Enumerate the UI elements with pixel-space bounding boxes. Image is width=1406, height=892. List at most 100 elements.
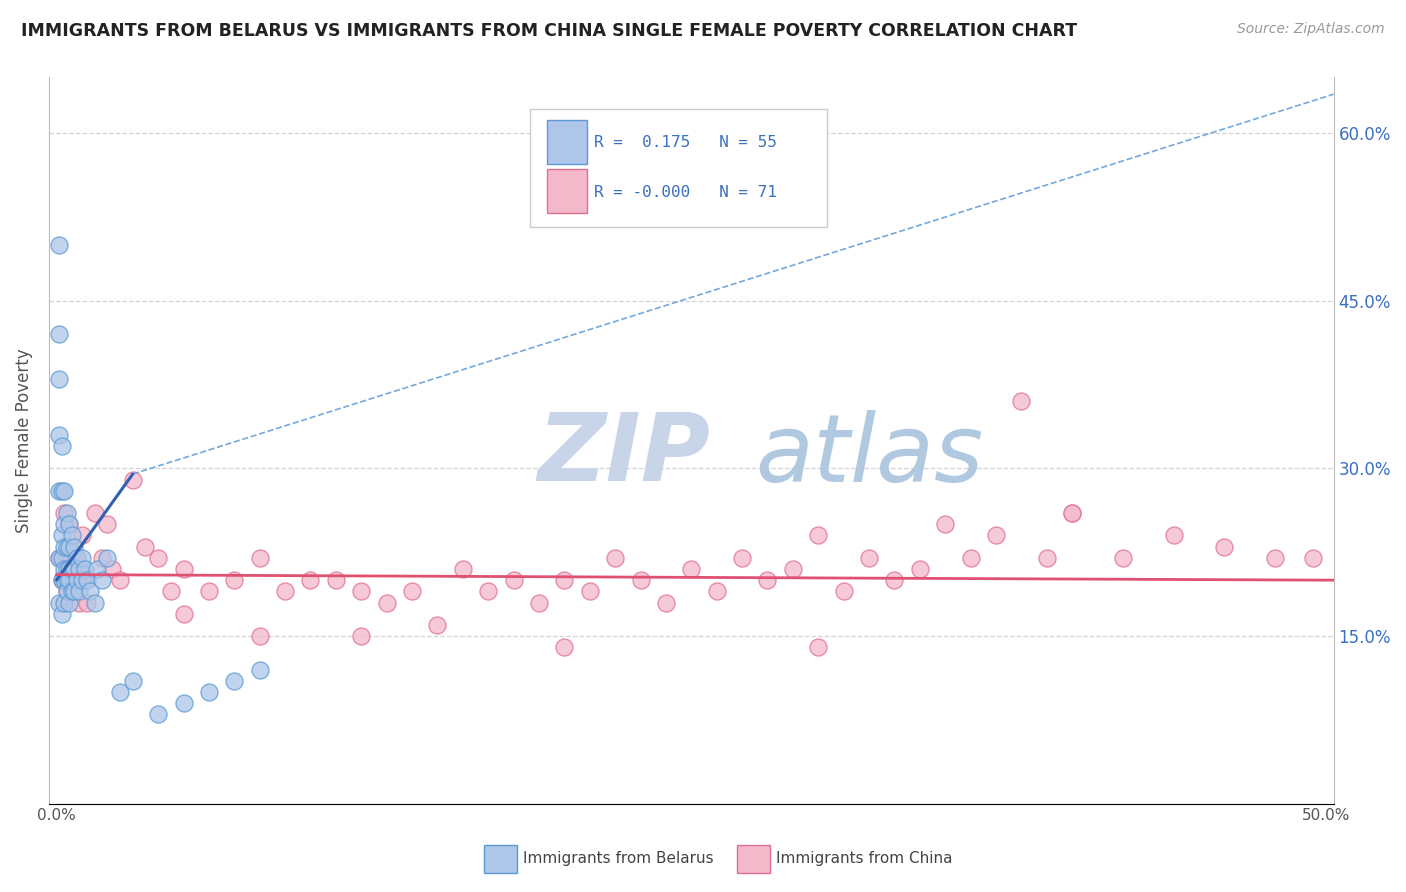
Point	[578, 584, 600, 599]
Point	[249, 663, 271, 677]
Point	[51, 573, 73, 587]
Point	[55, 540, 77, 554]
Text: Source: ZipAtlas.com: Source: ZipAtlas.com	[1237, 22, 1385, 37]
Point	[53, 562, 76, 576]
Point	[630, 573, 652, 587]
Point	[224, 573, 246, 587]
Point	[48, 483, 70, 498]
Point	[60, 528, 83, 542]
Point	[198, 584, 221, 599]
Point	[173, 607, 195, 621]
Text: Immigrants from China: Immigrants from China	[776, 852, 953, 866]
Point	[58, 517, 80, 532]
Point	[63, 562, 86, 576]
Y-axis label: Single Female Poverty: Single Female Poverty	[15, 348, 32, 533]
Point	[502, 573, 524, 587]
Point	[782, 562, 804, 576]
Point	[101, 562, 124, 576]
Point	[173, 696, 195, 710]
Point	[325, 573, 347, 587]
Point	[51, 528, 73, 542]
Point	[48, 550, 70, 565]
Point	[55, 506, 77, 520]
Point	[76, 595, 98, 609]
Point	[58, 562, 80, 576]
Point	[66, 573, 89, 587]
Point	[53, 595, 76, 609]
Point	[58, 540, 80, 554]
Point	[48, 238, 70, 252]
Point	[70, 528, 93, 542]
Point	[58, 595, 80, 609]
Point	[48, 327, 70, 342]
Point	[401, 584, 423, 599]
Point	[959, 550, 981, 565]
Point	[832, 584, 855, 599]
Point	[1302, 550, 1324, 565]
Point	[1264, 550, 1286, 565]
Point	[58, 573, 80, 587]
Point	[224, 673, 246, 688]
Point	[53, 506, 76, 520]
Text: ZIP: ZIP	[537, 409, 710, 501]
Point	[1062, 506, 1084, 520]
Point	[91, 550, 114, 565]
Text: atlas: atlas	[755, 409, 984, 500]
Point	[53, 540, 76, 554]
Point	[350, 584, 373, 599]
Point	[63, 540, 86, 554]
Point	[58, 517, 80, 532]
Point	[53, 483, 76, 498]
Point	[756, 573, 779, 587]
Point	[731, 550, 754, 565]
Point	[1163, 528, 1185, 542]
Text: R = -0.000   N = 71: R = -0.000 N = 71	[593, 185, 776, 200]
Point	[58, 573, 80, 587]
Point	[51, 550, 73, 565]
Point	[60, 562, 83, 576]
Point	[76, 573, 98, 587]
Point	[299, 573, 322, 587]
Point	[249, 629, 271, 643]
Point	[160, 584, 183, 599]
Point	[48, 428, 70, 442]
Point	[121, 673, 143, 688]
Point	[66, 550, 89, 565]
Point	[63, 573, 86, 587]
Point	[53, 573, 76, 587]
Point	[67, 584, 90, 599]
Point	[655, 595, 678, 609]
Point	[55, 562, 77, 576]
Point	[73, 573, 96, 587]
Point	[706, 584, 728, 599]
Point	[681, 562, 703, 576]
Point	[67, 595, 90, 609]
Point	[134, 540, 156, 554]
Point	[108, 685, 131, 699]
Point	[1112, 550, 1135, 565]
Point	[198, 685, 221, 699]
Point	[1010, 394, 1032, 409]
Point	[984, 528, 1007, 542]
Text: R =  0.175   N = 55: R = 0.175 N = 55	[593, 135, 776, 150]
Point	[375, 595, 398, 609]
Point	[350, 629, 373, 643]
Point	[66, 550, 89, 565]
Point	[934, 517, 956, 532]
Point	[451, 562, 474, 576]
Point	[86, 562, 108, 576]
Point	[1213, 540, 1236, 554]
Point	[146, 707, 169, 722]
Text: Immigrants from Belarus: Immigrants from Belarus	[523, 852, 714, 866]
Point	[274, 584, 297, 599]
Point	[1035, 550, 1057, 565]
Point	[527, 595, 550, 609]
Point	[51, 439, 73, 453]
Point	[48, 595, 70, 609]
Point	[73, 562, 96, 576]
Point	[96, 550, 118, 565]
Point	[55, 573, 77, 587]
Point	[908, 562, 931, 576]
Point	[55, 550, 77, 565]
Point	[426, 618, 449, 632]
